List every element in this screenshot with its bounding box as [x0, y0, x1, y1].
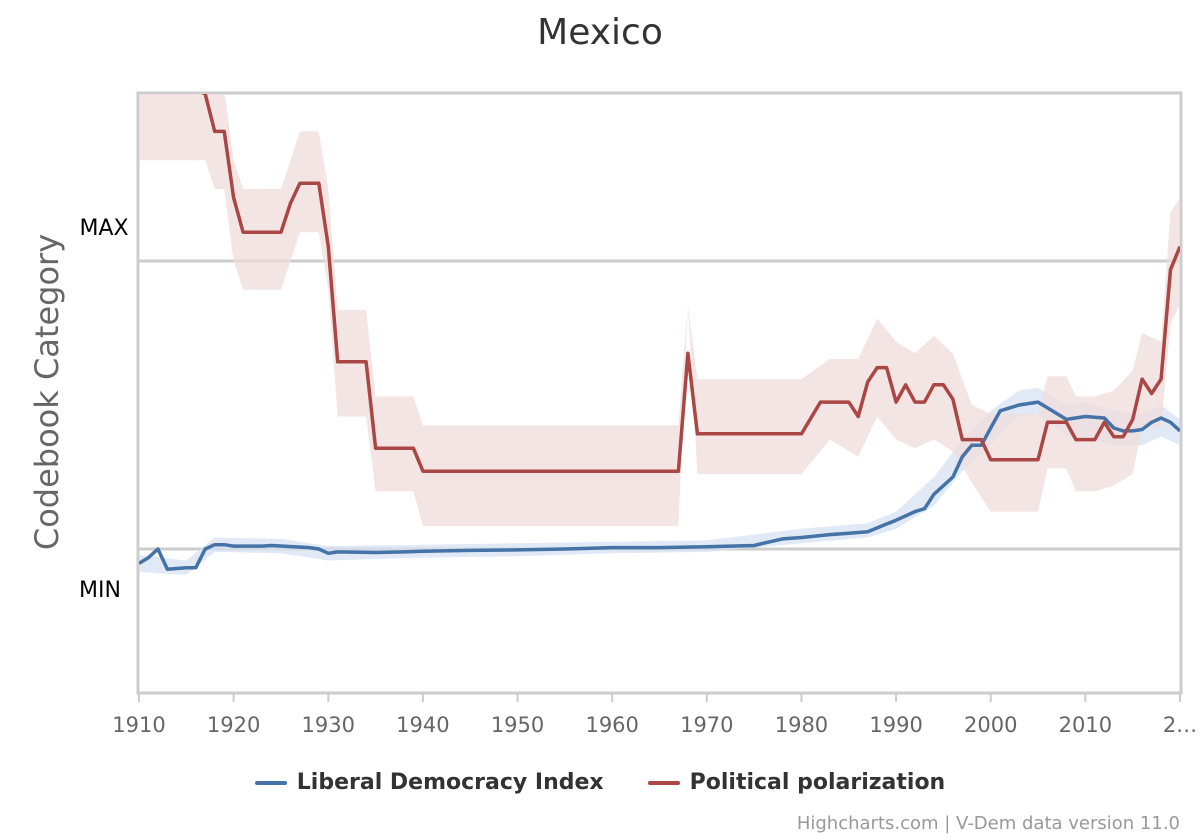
x-tick-label: 1910: [112, 713, 165, 737]
x-tick-label: 2010: [1059, 713, 1112, 737]
lines-layer: [139, 59, 1180, 571]
bands-layer: [139, 94, 1180, 575]
x-tick-label: 1950: [491, 713, 544, 737]
x-tick-label: 2000: [964, 713, 1017, 737]
plot-border: [136, 91, 1183, 695]
chart-title: Mexico: [537, 12, 663, 53]
y-label-min: MIN: [79, 578, 121, 603]
x-tick-label: 1980: [775, 713, 828, 737]
y-axis-title: Codebook Category: [28, 234, 66, 550]
legend-swatch-liberal-democracy-index: [254, 780, 287, 785]
x-tick-label: 2…: [1163, 713, 1197, 737]
legend-swatch-political-polarization: [647, 780, 680, 785]
confidence-band-political-polarization: [139, 94, 1180, 526]
series-line-political-polarization[interactable]: [139, 59, 1180, 473]
x-tick-label: 1970: [680, 713, 733, 737]
legend-item-liberal-democracy-index[interactable]: Liberal Democracy Index: [254, 770, 604, 795]
legend: Liberal Democracy Index Political polari…: [0, 770, 1200, 795]
x-tick-label: 1990: [869, 713, 922, 737]
x-tick-label: 1930: [302, 713, 355, 737]
legend-label: Political polarization: [689, 770, 946, 795]
x-tick-label: 1920: [207, 713, 260, 737]
y-label-max: MAX: [79, 216, 128, 241]
x-tick-label: 1940: [396, 713, 449, 737]
legend-label: Liberal Democracy Index: [296, 770, 604, 795]
x-tick-label: 1960: [585, 713, 638, 737]
series-line-liberal-democracy-index[interactable]: [139, 400, 1180, 571]
credits[interactable]: Highcharts.com | V-Dem data version 11.0: [796, 813, 1180, 834]
legend-item-political-polarization[interactable]: Political polarization: [647, 770, 946, 795]
